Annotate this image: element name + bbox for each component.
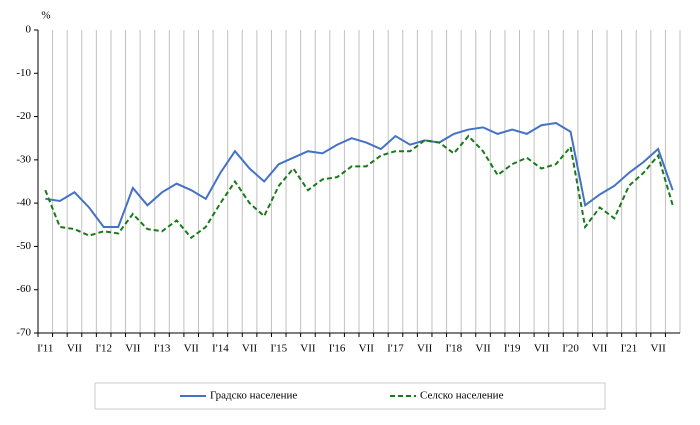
- y-tick-label: -30: [16, 153, 31, 165]
- series-line: [44, 134, 674, 240]
- y-tick-label: -70: [16, 327, 31, 339]
- x-tick-label: I'14: [212, 343, 229, 355]
- x-tick-label: I'11: [37, 343, 53, 355]
- legend-label: Селско население: [420, 390, 504, 402]
- x-tick-label: I'15: [270, 343, 287, 355]
- y-tick-label: -40: [16, 197, 31, 209]
- x-tick-label: VII: [67, 343, 83, 355]
- y-tick-label: -20: [16, 110, 31, 122]
- x-tick-label: I'12: [95, 343, 112, 355]
- x-tick-label: VII: [359, 343, 375, 355]
- y-tick-label: -50: [16, 240, 31, 252]
- x-tick-label: I'19: [504, 343, 521, 355]
- x-tick-label: I'17: [387, 343, 404, 355]
- x-tick-label: VII: [125, 343, 141, 355]
- y-unit-label: %: [41, 10, 50, 22]
- y-tick-label: -60: [16, 283, 31, 295]
- x-tick-label: VII: [592, 343, 608, 355]
- x-tick-label: I'20: [562, 343, 579, 355]
- legend-box: [94, 382, 606, 410]
- x-tick-label: I'13: [154, 343, 171, 355]
- x-tick-label: VII: [184, 343, 200, 355]
- x-tick-label: I'21: [621, 343, 638, 355]
- x-tick-label: I'16: [329, 343, 346, 355]
- x-tick-label: VII: [300, 343, 316, 355]
- legend-label: Градско население: [210, 390, 297, 402]
- y-tick-label: 0: [26, 24, 32, 36]
- x-tick-label: VII: [475, 343, 491, 355]
- x-tick-label: VII: [534, 343, 550, 355]
- x-tick-label: I'18: [446, 343, 463, 355]
- y-tick-label: -10: [16, 67, 31, 79]
- x-tick-label: VII: [417, 343, 433, 355]
- series-line: [45, 122, 674, 228]
- x-tick-label: VII: [242, 343, 258, 355]
- x-tick-label: VII: [650, 343, 666, 355]
